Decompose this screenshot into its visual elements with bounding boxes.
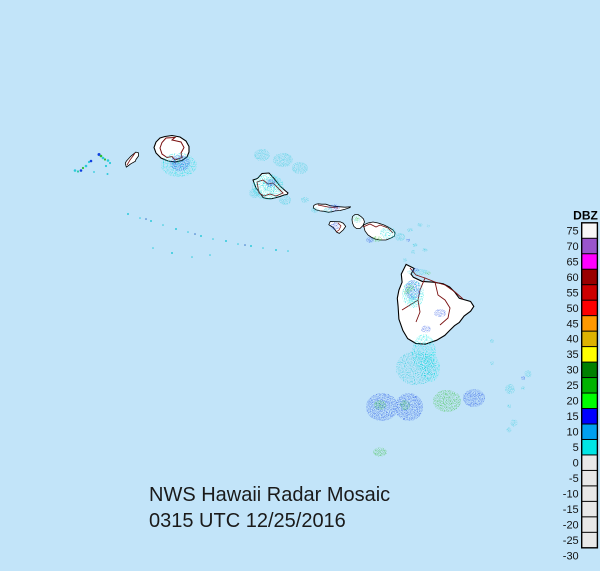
svg-text:DBZ: DBZ <box>573 209 598 223</box>
svg-text:70: 70 <box>566 241 578 253</box>
svg-text:5: 5 <box>573 442 579 454</box>
svg-text:75: 75 <box>566 225 578 237</box>
svg-text:65: 65 <box>566 256 578 268</box>
svg-text:60: 60 <box>566 272 578 284</box>
svg-text:55: 55 <box>566 287 578 299</box>
svg-text:-25: -25 <box>563 535 579 547</box>
svg-text:30: 30 <box>566 365 578 377</box>
svg-text:-15: -15 <box>563 504 579 516</box>
svg-text:-30: -30 <box>563 550 579 562</box>
svg-text:35: 35 <box>566 349 578 361</box>
svg-text:-10: -10 <box>563 489 579 501</box>
svg-text:10: 10 <box>566 427 578 439</box>
svg-text:25: 25 <box>566 380 578 392</box>
svg-text:45: 45 <box>566 318 578 330</box>
svg-text:20: 20 <box>566 396 578 408</box>
svg-text:15: 15 <box>566 411 578 423</box>
svg-text:-20: -20 <box>563 520 579 532</box>
svg-text:-5: -5 <box>569 473 579 485</box>
svg-text:50: 50 <box>566 303 578 315</box>
svg-text:40: 40 <box>566 334 578 346</box>
svg-text:0: 0 <box>573 458 579 470</box>
